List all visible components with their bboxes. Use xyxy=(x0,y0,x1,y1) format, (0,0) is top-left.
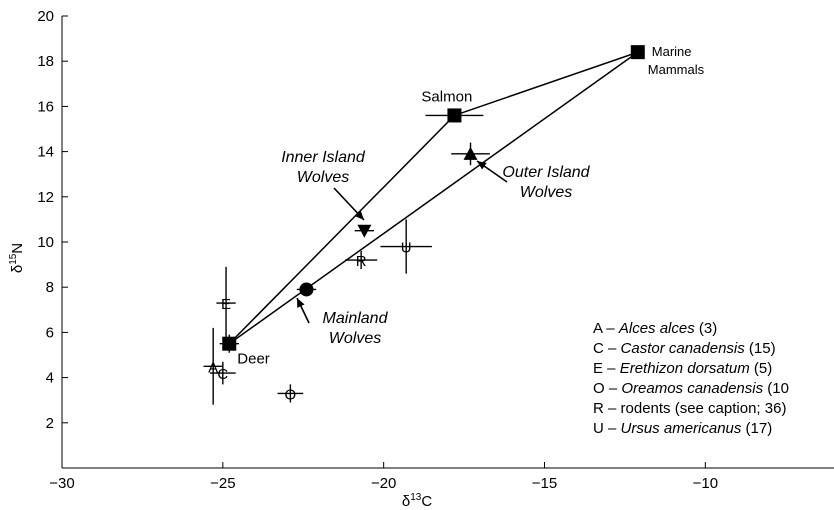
y-tick-label: 20 xyxy=(37,8,54,25)
label-inner-island-wolves-line2: Wolves xyxy=(297,169,349,186)
species-point-E: E xyxy=(221,296,231,313)
label-salmon: Salmon xyxy=(421,88,472,105)
y-tick-label: 12 xyxy=(37,189,54,206)
species-point-C: C xyxy=(217,366,228,383)
y-tick-label: 6 xyxy=(46,324,54,341)
label-mainland-wolves-line2: Wolves xyxy=(329,330,381,347)
mixing-line xyxy=(454,51,639,117)
legend-entry-R: R – rodents (see caption; 36) xyxy=(593,400,786,417)
species-point-U: U xyxy=(401,240,412,257)
legend-entry-E: E – Erethizon dorsatum (5) xyxy=(593,360,772,377)
source-square xyxy=(630,45,645,60)
label-outer-island-wolves-line2: Wolves xyxy=(520,184,572,201)
mixing-line xyxy=(228,114,455,345)
species-point-R: R xyxy=(356,253,367,270)
y-tick-label: 16 xyxy=(37,98,54,115)
wolf-marker-triangle-down xyxy=(357,224,372,238)
label-deer: Deer xyxy=(237,351,270,368)
x-tick-label: −15 xyxy=(532,475,557,492)
species-point-O: O xyxy=(285,386,297,403)
y-tick-label: 4 xyxy=(46,370,54,387)
mixing-lines xyxy=(228,51,639,345)
legend: A – Alces alces (3) C – Castor canadensis… xyxy=(593,320,789,437)
ticks: −30 −25 −20 −15 −10 2 4 6 8 10 12 14 16 18 20 xyxy=(37,8,718,492)
source-square xyxy=(447,108,462,123)
y-axis-label: δ15N xyxy=(8,243,26,273)
legend-entry-C: C – Castor canadensis (15) xyxy=(593,340,776,357)
y-tick-label: 8 xyxy=(46,279,54,296)
y-tick-label: 10 xyxy=(37,234,54,251)
x-tick-label: −10 xyxy=(693,475,718,492)
species-point-A: A xyxy=(208,359,218,376)
source-square xyxy=(222,336,237,351)
legend-entry-O: O – Oreamos canadensis (10 xyxy=(593,380,789,397)
x-tick-label: −20 xyxy=(371,475,396,492)
label-outer-island-wolves-line1: Outer Island xyxy=(502,164,590,181)
y-tick-label: 18 xyxy=(37,53,54,70)
wolf-marker-circle xyxy=(299,282,314,297)
label-mainland-wolves-line1: Mainland xyxy=(323,310,389,327)
mixing-line xyxy=(228,51,639,345)
wolf-marker-triangle-up xyxy=(463,146,478,160)
label-marine-mammals-1: Marine xyxy=(652,44,692,59)
arrow-mainland-head xyxy=(297,298,305,308)
label-inner-island-wolves-line1: Inner Island xyxy=(281,149,366,166)
annotations: Deer Salmon Marine Mammals Inner Island Wolve… xyxy=(237,44,704,368)
arrow-inner-island-head xyxy=(354,210,364,220)
x-tick-label: −30 xyxy=(49,475,74,492)
legend-entry-A: A – Alces alces (3) xyxy=(593,320,717,337)
arrow-outer-island-head xyxy=(477,161,487,170)
label-marine-mammals-2: Mammals xyxy=(648,62,705,77)
legend-entry-U: U – Ursus americanus (17) xyxy=(593,420,772,437)
data-points: A C E O R U xyxy=(203,45,645,405)
y-tick-label: 14 xyxy=(37,144,54,161)
y-tick-label: 2 xyxy=(46,415,54,432)
x-tick-label: −25 xyxy=(210,475,235,492)
x-axis-label: δ13C xyxy=(402,492,432,510)
